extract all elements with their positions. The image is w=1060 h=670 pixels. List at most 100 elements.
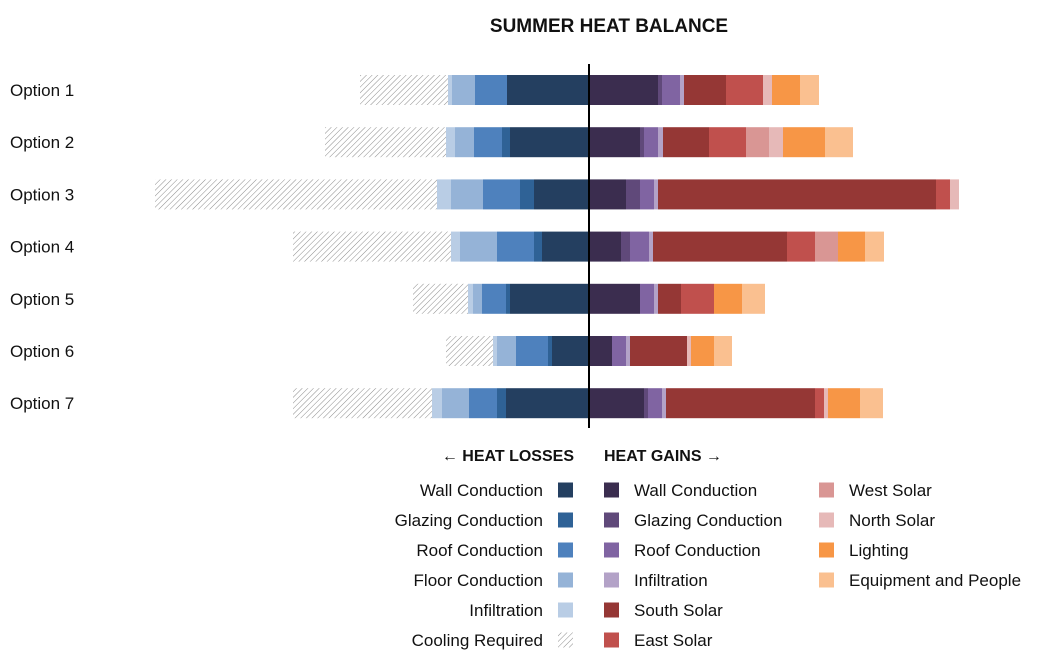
bar-loss-roof-conduction-option-5 [482, 283, 506, 314]
legend-swatch-gain-south-solar [604, 602, 619, 618]
legend-swatch-gain-equipment-and-people [819, 572, 834, 588]
category-label-option-7: Option 7 [10, 394, 74, 413]
legend-label-loss-roof-conduction: Roof Conduction [416, 541, 543, 560]
bar-loss-wall-conduction-option-2 [510, 127, 589, 158]
legend-swatch-loss-wall-conduction [558, 482, 573, 498]
bar-loss-infiltration-option-4 [451, 231, 460, 262]
bar-gain-lighting-option-1 [772, 75, 800, 105]
legend-swatch-loss-infiltration [558, 602, 573, 618]
legend-swatch-gain-infiltration [604, 572, 619, 588]
bar-gain-west-solar-option-2 [746, 127, 769, 158]
bar-gain-south-solar-option-6 [630, 336, 687, 366]
bar-loss-roof-conduction-option-4 [497, 231, 534, 262]
bar-loss-wall-conduction-option-6 [552, 336, 589, 366]
bar-gain-east-solar-option-4 [787, 231, 815, 262]
bar-loss-cooling-required-option-7 [293, 388, 432, 419]
bar-loss-roof-conduction-option-6 [516, 336, 548, 366]
bar-loss-floor-conduction-option-7 [442, 388, 469, 419]
bar-gain-equipment-and-people-option-1 [800, 75, 819, 105]
bar-gain-infiltration-option-2 [658, 127, 663, 158]
bar-gain-lighting-option-7 [828, 388, 860, 419]
bar-gain-east-solar-option-1 [726, 75, 763, 105]
bar-area: Option 1 Option 2 Option 3 Option 4 Option 5… [10, 75, 959, 419]
bar-gain-infiltration-option-1 [680, 75, 684, 105]
legend-swatch-loss-roof-conduction [558, 542, 573, 558]
bar-loss-infiltration-option-2 [446, 127, 455, 158]
bar-gain-north-solar-option-2 [769, 127, 783, 158]
bar-gain-north-solar-option-7 [824, 388, 828, 419]
legend-swatch-gain-north-solar [819, 512, 834, 528]
bar-loss-infiltration-option-7 [432, 388, 442, 419]
bar-loss-glazing-conduction-option-3 [520, 179, 534, 210]
bar-loss-infiltration-option-3 [437, 179, 451, 210]
bar-gain-glazing-conduction-option-2 [640, 127, 644, 158]
bar-gain-infiltration-option-7 [662, 388, 666, 419]
bar-loss-cooling-required-option-6 [446, 336, 493, 366]
bar-loss-roof-conduction-option-2 [474, 127, 502, 158]
legend-swatch-gain-east-solar [604, 632, 619, 648]
bar-gain-infiltration-option-3 [654, 179, 658, 210]
bar-gain-south-solar-option-5 [658, 283, 681, 314]
bar-gain-roof-conduction-option-1 [662, 75, 680, 105]
legend-swatch-loss-floor-conduction [558, 572, 573, 588]
legend-label-gain-lighting: Lighting [849, 541, 909, 560]
legend-label-gain-equipment-and-people: Equipment and People [849, 571, 1021, 590]
bar-loss-infiltration-option-6 [493, 336, 497, 366]
bar-gain-equipment-and-people-option-5 [742, 283, 765, 314]
legend: Wall Conduction Glazing Conduction Roof Co… [395, 481, 1021, 650]
legend-swatch-gain-west-solar [819, 482, 834, 498]
bar-gain-roof-conduction-option-3 [640, 179, 654, 210]
legend-label-gain-wall-conduction: Wall Conduction [634, 481, 757, 500]
bar-gain-south-solar-option-7 [666, 388, 815, 419]
legend-swatch-gain-roof-conduction [604, 542, 619, 558]
legend-label-loss-glazing-conduction: Glazing Conduction [395, 511, 543, 530]
bar-loss-wall-conduction-option-1 [507, 75, 589, 105]
bar-gain-wall-conduction-option-5 [589, 283, 640, 314]
category-label-option-2: Option 2 [10, 133, 74, 152]
bar-loss-cooling-required-option-4 [293, 231, 451, 262]
bar-gain-east-solar-option-5 [681, 283, 714, 314]
bar-gain-infiltration-option-4 [649, 231, 653, 262]
bar-gain-lighting-option-6 [691, 336, 714, 366]
bar-loss-glazing-conduction-option-2 [502, 127, 510, 158]
category-label-option-1: Option 1 [10, 81, 74, 100]
bar-gain-east-solar-option-3 [936, 179, 950, 210]
category-label-option-5: Option 5 [10, 290, 74, 309]
bar-gain-wall-conduction-option-2 [589, 127, 640, 158]
bar-loss-roof-conduction-option-1 [475, 75, 507, 105]
bar-gain-east-solar-option-2 [709, 127, 746, 158]
bar-gain-south-solar-option-1 [684, 75, 726, 105]
bar-loss-glazing-conduction-option-6 [548, 336, 552, 366]
bar-loss-floor-conduction-option-3 [451, 179, 483, 210]
bar-gain-lighting-option-4 [838, 231, 865, 262]
bar-gain-north-solar-option-6 [687, 336, 691, 366]
bar-loss-infiltration-option-1 [448, 75, 452, 105]
bar-gain-glazing-conduction-option-7 [644, 388, 648, 419]
bar-loss-infiltration-option-5 [468, 283, 473, 314]
bar-loss-floor-conduction-option-4 [460, 231, 497, 262]
bar-loss-wall-conduction-option-4 [542, 231, 589, 262]
bar-gain-equipment-and-people-option-7 [860, 388, 883, 419]
legend-swatch-gain-glazing-conduction [604, 512, 619, 528]
bar-gain-roof-conduction-option-6 [612, 336, 626, 366]
bar-loss-cooling-required-option-2 [325, 127, 446, 158]
bar-gain-north-solar-option-1 [763, 75, 772, 105]
legend-label-gain-east-solar: East Solar [634, 631, 713, 650]
bar-loss-wall-conduction-option-5 [510, 283, 589, 314]
category-label-option-4: Option 4 [10, 238, 74, 257]
chart-title: SUMMER HEAT BALANCE [490, 16, 728, 37]
legend-label-gain-roof-conduction: Roof Conduction [634, 541, 761, 560]
bar-gain-roof-conduction-option-4 [630, 231, 649, 262]
bar-gain-roof-conduction-option-5 [640, 283, 654, 314]
category-label-option-3: Option 3 [10, 185, 74, 204]
bar-loss-cooling-required-option-1 [360, 75, 448, 105]
bar-loss-roof-conduction-option-3 [483, 179, 520, 210]
bar-gain-glazing-conduction-option-1 [658, 75, 662, 105]
legend-swatch-gain-wall-conduction [604, 482, 619, 498]
bar-loss-glazing-conduction-option-4 [534, 231, 542, 262]
legend-swatch-loss-glazing-conduction [558, 512, 573, 528]
bar-gain-equipment-and-people-option-6 [714, 336, 732, 366]
bar-loss-floor-conduction-option-6 [497, 336, 516, 366]
bar-loss-wall-conduction-option-7 [506, 388, 589, 419]
bar-loss-wall-conduction-option-3 [534, 179, 589, 210]
